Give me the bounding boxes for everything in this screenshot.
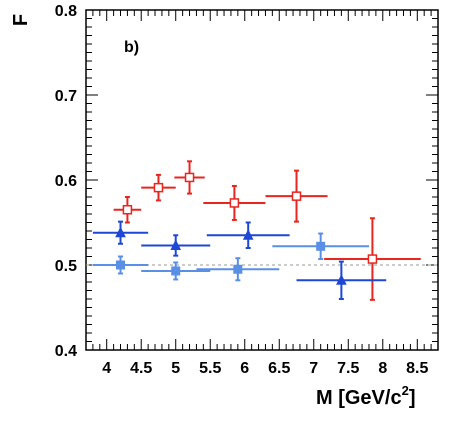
filled-triangle-marker xyxy=(242,229,254,240)
x-tick-labels: 4 4.5 5 5.5 6 6.5 7 7.5 8 8.5 xyxy=(102,360,428,377)
y-tick-label: 0.6 xyxy=(55,173,77,190)
x-axis-title-main: M [GeV/c xyxy=(316,387,402,409)
data-point xyxy=(92,220,149,245)
data-point xyxy=(141,173,176,202)
data-point xyxy=(265,169,328,223)
data-point xyxy=(203,184,266,221)
x-tick-label: 6 xyxy=(240,360,249,377)
panel-label: b) xyxy=(124,39,139,56)
x-tick-label: 8 xyxy=(378,360,387,377)
open-square-marker xyxy=(229,198,240,208)
data-point xyxy=(324,217,421,301)
data-point xyxy=(272,232,369,261)
open-square-marker xyxy=(184,172,195,183)
filled-square-marker xyxy=(171,266,181,276)
open-square-marker xyxy=(367,254,378,264)
plot-frame xyxy=(85,9,439,351)
x-tick-label: 5.5 xyxy=(199,360,221,377)
x-tick-marks xyxy=(85,10,439,350)
y-tick-label: 0.5 xyxy=(55,258,77,275)
x-axis-title-sup: 2 xyxy=(402,383,409,398)
open-square-marker xyxy=(122,205,133,215)
series-2 xyxy=(92,220,387,300)
data-point xyxy=(206,221,290,249)
x-axis-title: M [GeV/c2] xyxy=(316,383,415,409)
x-axis-title-close: ] xyxy=(409,387,416,409)
x-tick-label: 4 xyxy=(102,360,111,377)
open-square-marker xyxy=(291,191,302,201)
x-tick-label: 7 xyxy=(309,360,318,377)
filled-square-marker xyxy=(116,260,126,270)
y-tick-marks xyxy=(86,9,438,351)
filled-triangle-marker xyxy=(170,239,182,250)
data-point xyxy=(174,160,205,195)
data-point xyxy=(141,234,211,257)
data-point xyxy=(196,257,280,282)
filled-triangle-marker xyxy=(115,226,126,238)
series-1 xyxy=(113,160,421,301)
y-tick-labels: 0.4 0.5 0.6 0.7 0.8 xyxy=(55,3,77,360)
filled-square-marker xyxy=(233,264,243,274)
y-axis-title: F xyxy=(10,14,32,26)
x-tick-label: 6.5 xyxy=(268,360,290,377)
data-point xyxy=(92,255,149,275)
data-point xyxy=(296,260,387,300)
open-square-marker xyxy=(153,182,164,193)
filled-square-marker xyxy=(316,241,326,251)
filled-triangle-marker xyxy=(336,274,347,285)
series-3 xyxy=(92,232,369,282)
data-series xyxy=(92,160,421,301)
y-tick-label: 0.8 xyxy=(55,3,77,20)
y-tick-label: 0.7 xyxy=(55,88,77,105)
x-tick-label: 7.5 xyxy=(337,360,359,377)
x-tick-label: 4.5 xyxy=(130,360,152,377)
y-tick-label: 0.4 xyxy=(55,343,77,360)
data-point xyxy=(141,261,211,281)
data-point xyxy=(113,196,142,224)
x-tick-label: 5 xyxy=(171,360,180,377)
x-tick-label: 8.5 xyxy=(406,360,428,377)
